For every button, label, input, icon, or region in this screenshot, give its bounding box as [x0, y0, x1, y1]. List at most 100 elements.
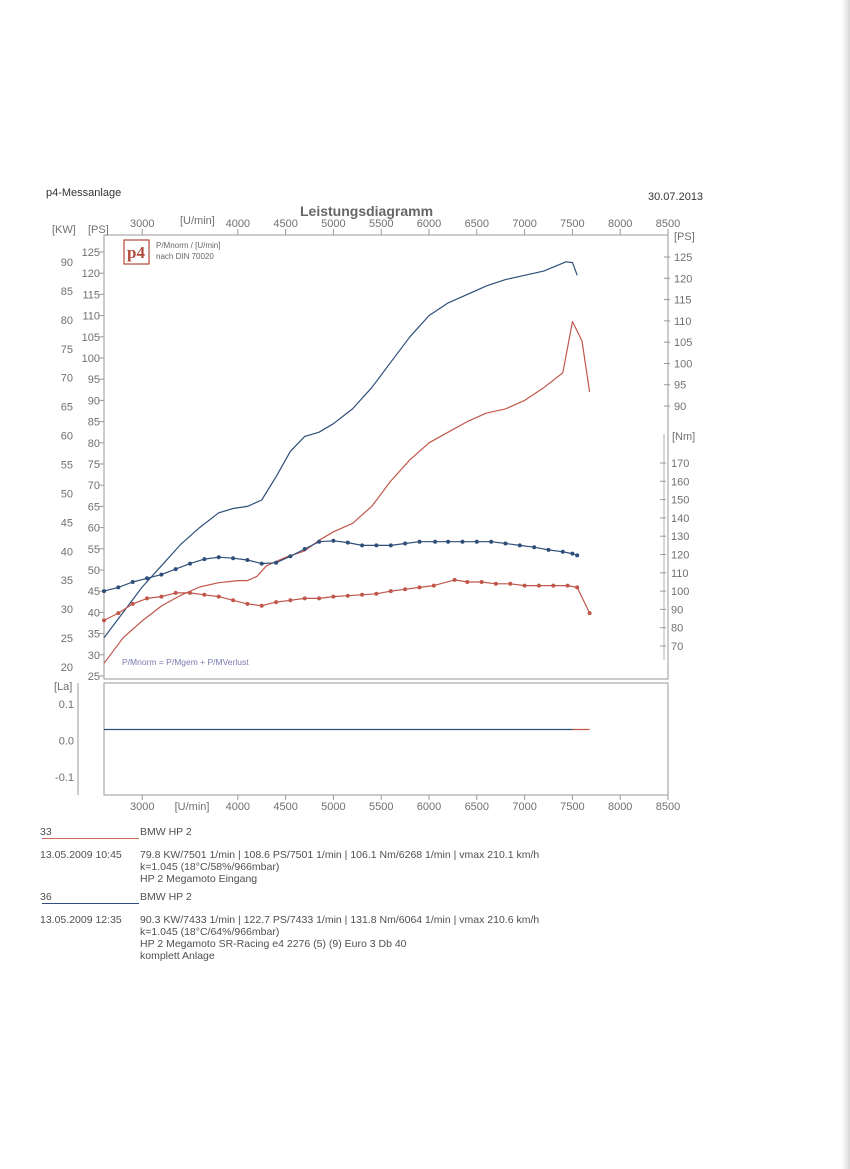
badge-line-1: P/Mnorm / [U/min] [156, 241, 220, 250]
series-point-3 [587, 611, 592, 616]
rpm-tick-label-bottom: 4000 [226, 801, 250, 813]
series-point-3 [345, 593, 350, 598]
run-36-color-line [42, 903, 139, 904]
series-point-3 [565, 583, 570, 588]
run-36-legend: 36 BMW HP 2 13.05.2009 12:35 90.3 KW/7433 … [40, 891, 539, 962]
series-point-2 [503, 541, 508, 546]
series-point-2 [570, 551, 575, 556]
series-point-3 [159, 594, 164, 599]
series-line-1 [103, 320, 591, 664]
ps-left-tick-label: 95 [88, 374, 100, 386]
rpm-tick-label-bottom: 4500 [273, 801, 297, 813]
series-point-2 [417, 539, 422, 544]
series-point-3 [102, 618, 106, 623]
series-point-2 [188, 561, 192, 566]
ps-left-tick-label: 100 [82, 353, 100, 365]
series-point-3 [288, 598, 293, 603]
nm-tick-label: 100 [671, 586, 689, 598]
series-point-2 [517, 543, 522, 548]
ps-left-tick-label: 50 [88, 565, 100, 577]
series-point-2 [532, 545, 537, 550]
ps-left-tick-label: 105 [82, 332, 100, 344]
series-point-2 [403, 541, 408, 546]
chart-title: Leistungsdiagramm [300, 203, 433, 219]
ps-left-tick-label: 125 [82, 247, 100, 259]
series-point-3 [173, 590, 178, 595]
kw-tick-label: 65 [61, 402, 73, 414]
series-point-3 [259, 603, 264, 608]
rpm-tick-label-bottom: 7500 [560, 801, 584, 813]
kw-unit: [KW] [52, 224, 76, 236]
series-point-3 [374, 591, 379, 596]
run-33-legend: 33 BMW HP 2 13.05.2009 10:45 79.8 KW/7501 … [40, 826, 539, 885]
kw-tick-label: 75 [61, 344, 73, 356]
series-point-3 [317, 596, 322, 601]
ps-unit-right: [PS] [674, 231, 695, 243]
run-36-vehicle: BMW HP 2 [140, 891, 192, 903]
series-point-3 [188, 590, 192, 595]
ps-left-tick-label: 80 [88, 438, 100, 450]
run-33-datetime: 13.05.2009 10:45 [40, 849, 122, 861]
rpm-tick-label-bottom: 8500 [656, 801, 680, 813]
series-point-3 [116, 611, 121, 616]
rpm-tick-label-top: 3000 [130, 218, 154, 230]
nm-tick-label: 150 [671, 495, 689, 507]
ps-left-tick-label: 110 [82, 311, 100, 323]
rpm-tick-label-bottom: 5500 [369, 801, 393, 813]
kw-tick-label: 60 [61, 431, 73, 443]
series-point-3 [274, 600, 279, 605]
series-point-2 [159, 572, 164, 577]
run-33-index: 33 [40, 826, 52, 838]
run-33-note: HP 2 Megamoto Eingang [140, 873, 258, 885]
series-point-3 [417, 585, 422, 590]
ps-left-tick-label: 35 [88, 629, 100, 641]
nm-tick-label: 120 [671, 550, 689, 562]
series-point-2 [274, 560, 279, 565]
rpm-tick-label-top: 7000 [512, 218, 536, 230]
rpm-tick-label-top: 4500 [273, 218, 297, 230]
run-36-datetime: 13.05.2009 12:35 [40, 914, 122, 926]
ps-right-tick-label: 110 [674, 316, 692, 328]
ps-unit-left: [PS] [88, 224, 109, 236]
nm-tick-label: 140 [671, 513, 689, 525]
nm-unit: [Nm] [672, 431, 695, 443]
nm-tick-label: 70 [671, 641, 683, 653]
run-36-conditions: k=1.045 (18°C/64%/966mbar) [140, 926, 280, 938]
series-point-2 [317, 539, 322, 544]
series-point-2 [202, 557, 207, 562]
kw-tick-label: 45 [61, 517, 73, 529]
run-36-note-1: HP 2 Megamoto SR-Racing e4 2276 (5) (9) … [140, 938, 407, 950]
series-point-3 [465, 580, 470, 584]
run-36-values: 90.3 KW/7433 1/min | 122.7 PS/7433 1/min… [140, 914, 540, 926]
series-point-2 [360, 543, 365, 548]
series-point-3 [231, 598, 236, 603]
series-point-3 [302, 596, 307, 601]
series-point-3 [431, 583, 436, 588]
series-point-3 [388, 589, 393, 594]
rpm-tick-label-bottom: [U/min] [175, 801, 210, 813]
la-unit: [La] [54, 681, 72, 693]
series-point-2 [259, 561, 264, 566]
series-point-2 [546, 547, 551, 552]
ps-left-tick-label: 60 [88, 523, 100, 535]
kw-tick-label: 40 [61, 546, 73, 558]
nm-tick-label: 170 [671, 458, 689, 470]
la-tick-label: 0.1 [59, 699, 74, 711]
p4-logo-box [123, 239, 150, 265]
kw-tick-label: 70 [61, 373, 73, 385]
series-point-2 [575, 553, 580, 558]
series-point-3 [551, 583, 556, 588]
kw-tick-label: 20 [61, 662, 73, 674]
series-point-2 [216, 555, 221, 560]
system-label: p4-Messanlage [46, 187, 121, 199]
series-point-2 [331, 538, 336, 543]
run-33-values: 79.8 KW/7501 1/min | 108.6 PS/7501 1/min… [140, 849, 540, 861]
la-plot-frame [103, 682, 669, 796]
run-33-color-line [42, 838, 139, 839]
series-line-0 [103, 261, 578, 639]
series-point-3 [536, 583, 541, 588]
ps-right-tick-label: 95 [674, 380, 686, 392]
series-point-2 [489, 539, 494, 544]
rpm-tick-label-top: 6500 [465, 218, 489, 230]
